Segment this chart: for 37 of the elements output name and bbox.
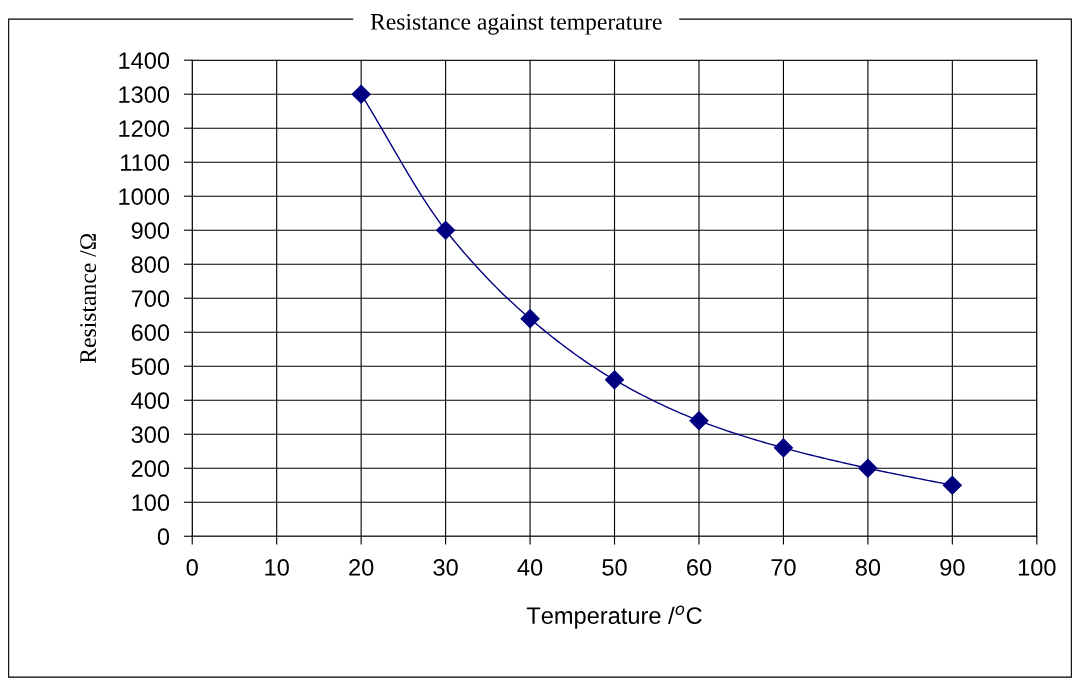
x-axis-title: Temperature /$^{o}$C (526, 605, 702, 629)
x-tick-label: 20 (349, 559, 374, 576)
point (604, 370, 625, 390)
chart-title: Resistance against temperature (370, 13, 662, 35)
y-tick-label: 1200 (119, 120, 170, 137)
point (436, 220, 456, 240)
y-tick-label: 1400 (119, 52, 170, 69)
y-tick-label: 900 (131, 222, 170, 239)
y-tick-label: 700 (131, 290, 170, 308)
y-tick-label: 500 (131, 358, 170, 376)
point (351, 84, 371, 104)
x-tick-label: 100 (1018, 559, 1056, 576)
y-axis-title: Resistance /Ω (80, 233, 97, 364)
y-tick-label: 1100 (121, 154, 170, 171)
x-tick-label: 50 (602, 559, 627, 576)
y-tick-label: 600 (131, 324, 170, 342)
y-tick-label: 300 (131, 426, 170, 444)
y-tick-label: 1300 (119, 86, 170, 103)
point (942, 475, 962, 495)
point (773, 438, 793, 458)
point (520, 309, 540, 329)
x-tick-label: 90 (940, 559, 965, 576)
y-tick-label: 200 (131, 460, 170, 478)
x-tick-label: 10 (265, 559, 289, 576)
y-tick-label: 400 (131, 392, 170, 410)
x-tick-label: 60 (687, 559, 712, 576)
point (689, 411, 709, 431)
y-tick-label: 800 (131, 256, 170, 274)
y-tick-label: 0 (157, 528, 170, 546)
x-tick-label: 40 (517, 559, 543, 576)
point (858, 458, 878, 478)
y-tick-label: 100 (132, 494, 170, 512)
x-tick-label: 0 (186, 559, 198, 576)
x-tick-label: 80 (855, 559, 881, 576)
x-tick-label: 70 (771, 559, 796, 576)
x-tick-label: 30 (433, 559, 458, 576)
y-tick-label: 1000 (119, 188, 170, 205)
